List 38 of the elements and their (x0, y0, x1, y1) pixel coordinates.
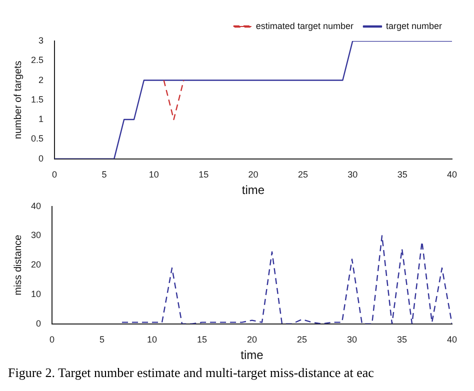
y-tick-label: 2 (38, 74, 44, 85)
x-tick-label: 25 (296, 334, 308, 345)
y-tick-label: 0 (38, 153, 44, 164)
x-tick-label: 40 (446, 170, 458, 180)
x-tick-label: 25 (298, 170, 308, 180)
x-tick-label: 0 (52, 170, 58, 180)
x-tick-label: 5 (100, 334, 105, 345)
x-tick-label: 0 (50, 334, 55, 345)
y-tick-label: 1.5 (30, 94, 44, 104)
x-axis-title: time (242, 183, 265, 198)
y-tick-label: 40 (30, 200, 42, 211)
x-tick-label: 20 (248, 170, 258, 180)
x-tick-label: 40 (446, 334, 458, 345)
legend-label: estimated target number (256, 20, 354, 31)
x-axis-title: time (240, 348, 264, 362)
y-tick-label: 0 (36, 318, 42, 328)
x-tick-label: 20 (247, 334, 258, 345)
line-series (121, 235, 452, 324)
x-tick-label: 15 (197, 334, 208, 345)
y-tick-label: 0.5 (30, 134, 44, 144)
x-tick-label: 35 (397, 170, 408, 180)
y-tick-label: 20 (30, 260, 42, 270)
x-tick-label: 30 (348, 170, 358, 180)
x-tick-label: 35 (396, 334, 408, 345)
x-tick-label: 15 (198, 170, 209, 180)
caption: Figure 2. Target number estimate and multi-target miss-distance at eac (8, 365, 375, 381)
y-axis-title: number of targets (12, 60, 24, 140)
x-tick-label: 10 (147, 334, 158, 345)
y-axis-title: miss distance (12, 234, 24, 296)
y-tick-label: 1 (38, 114, 44, 124)
y-tick-label: 30 (30, 230, 42, 240)
x-tick-label: 30 (346, 334, 358, 345)
x-tick-label: 10 (148, 170, 159, 180)
y-tick-label: 3 (38, 35, 44, 46)
y-tick-label: 2.5 (30, 55, 44, 66)
legend-label: target number (386, 20, 442, 31)
y-tick-label: 10 (30, 288, 42, 299)
x-tick-label: 5 (102, 170, 107, 180)
